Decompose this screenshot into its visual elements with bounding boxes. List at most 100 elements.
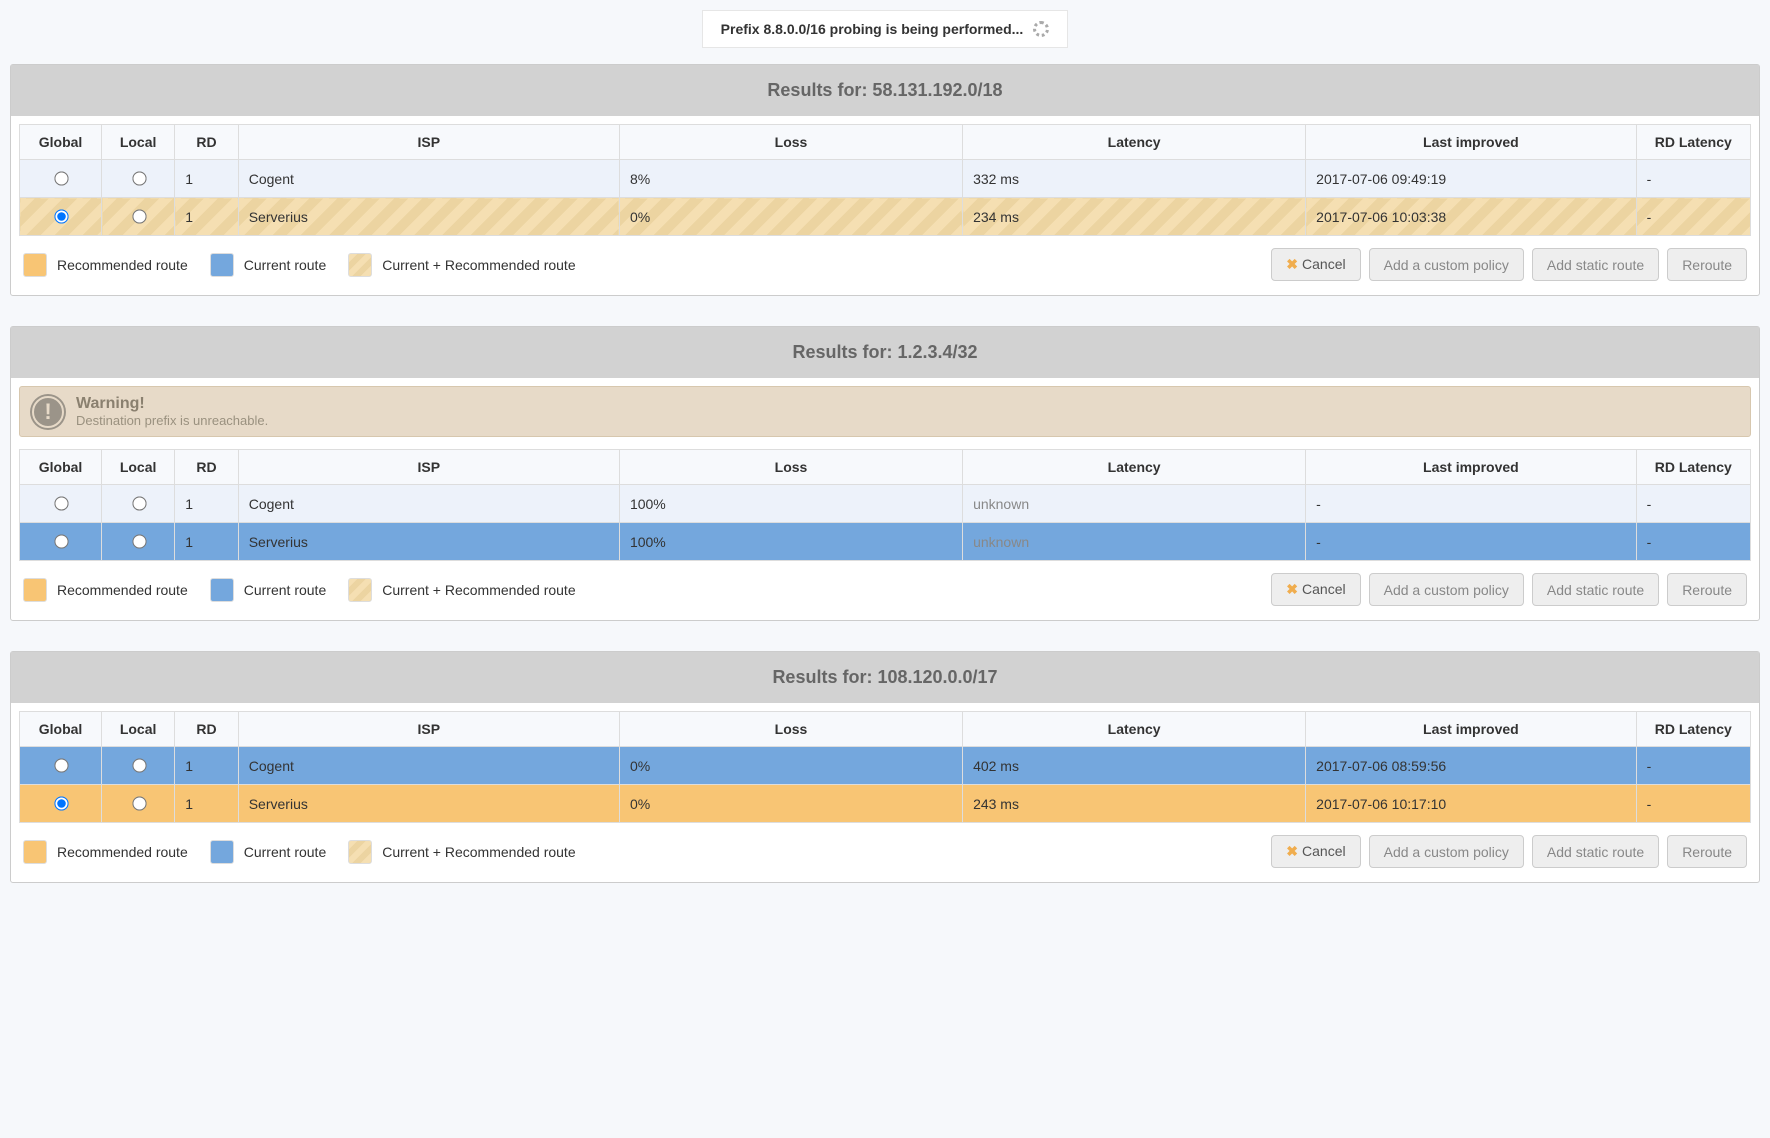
cell-rd: 1 bbox=[175, 485, 239, 523]
local-radio[interactable] bbox=[132, 171, 146, 185]
legend-current: Current route bbox=[210, 253, 326, 277]
th-rd-latency: RD Latency bbox=[1636, 712, 1750, 747]
th-loss: Loss bbox=[619, 450, 962, 485]
swatch-current-icon bbox=[210, 840, 234, 864]
close-icon: ✖ bbox=[1286, 843, 1298, 859]
add-static-route-button[interactable]: Add static route bbox=[1532, 248, 1659, 281]
cell-rd-latency: - bbox=[1636, 160, 1750, 198]
swatch-both-icon bbox=[348, 840, 372, 864]
local-radio[interactable] bbox=[132, 758, 146, 772]
th-rd-latency: RD Latency bbox=[1636, 450, 1750, 485]
button-group: ✖Cancel Add a custom policyAdd static rou… bbox=[1271, 573, 1747, 606]
close-icon: ✖ bbox=[1286, 256, 1298, 272]
cell-last-improved: - bbox=[1306, 485, 1636, 523]
th-last-improved: Last improved bbox=[1306, 450, 1636, 485]
cell-loss: 100% bbox=[619, 523, 962, 561]
cell-isp: Serverius bbox=[238, 198, 619, 236]
swatch-both-icon bbox=[348, 253, 372, 277]
th-global: Global bbox=[20, 712, 102, 747]
panel-footer: Recommended routeCurrent routeCurrent + … bbox=[19, 561, 1751, 612]
cell-rd-latency: - bbox=[1636, 523, 1750, 561]
panel-header: Results for: 1.2.3.4/32 bbox=[11, 327, 1759, 378]
table-row: 1Serverius0%234 ms2017-07-06 10:03:38- bbox=[20, 198, 1751, 236]
global-radio[interactable] bbox=[54, 496, 68, 510]
th-global: Global bbox=[20, 450, 102, 485]
th-rd: RD bbox=[175, 712, 239, 747]
legend-both: Current + Recommended route bbox=[348, 253, 575, 277]
cancel-button[interactable]: ✖Cancel bbox=[1271, 573, 1360, 606]
swatch-both-icon bbox=[348, 578, 372, 602]
cell-latency: 243 ms bbox=[963, 785, 1306, 823]
global-radio[interactable] bbox=[54, 534, 68, 548]
th-loss: Loss bbox=[619, 125, 962, 160]
reroute-button[interactable]: Reroute bbox=[1667, 573, 1747, 606]
legend-both: Current + Recommended route bbox=[348, 840, 575, 864]
th-latency: Latency bbox=[963, 712, 1306, 747]
th-local: Local bbox=[102, 712, 175, 747]
results-panel: Results for: 58.131.192.0/18GlobalLocalR… bbox=[10, 64, 1760, 296]
global-radio[interactable] bbox=[54, 171, 68, 185]
cell-rd: 1 bbox=[175, 747, 239, 785]
reroute-button[interactable]: Reroute bbox=[1667, 835, 1747, 868]
panel-header: Results for: 58.131.192.0/18 bbox=[11, 65, 1759, 116]
global-radio[interactable] bbox=[54, 796, 68, 810]
th-isp: ISP bbox=[238, 450, 619, 485]
cancel-button[interactable]: ✖Cancel bbox=[1271, 835, 1360, 868]
cell-rd-latency: - bbox=[1636, 747, 1750, 785]
add-static-route-button[interactable]: Add static route bbox=[1532, 573, 1659, 606]
th-rd-latency: RD Latency bbox=[1636, 125, 1750, 160]
results-table: GlobalLocalRDISPLossLatencyLast improved… bbox=[19, 711, 1751, 823]
panel-footer: Recommended routeCurrent routeCurrent + … bbox=[19, 236, 1751, 287]
legend: Recommended routeCurrent routeCurrent + … bbox=[23, 578, 576, 602]
th-rd: RD bbox=[175, 125, 239, 160]
results-panel: Results for: 108.120.0.0/17GlobalLocalRD… bbox=[10, 651, 1760, 883]
th-last-improved: Last improved bbox=[1306, 125, 1636, 160]
th-isp: ISP bbox=[238, 125, 619, 160]
cell-latency: 332 ms bbox=[963, 160, 1306, 198]
cell-isp: Serverius bbox=[238, 785, 619, 823]
swatch-current-icon bbox=[210, 578, 234, 602]
cell-last-improved: 2017-07-06 09:49:19 bbox=[1306, 160, 1636, 198]
local-radio[interactable] bbox=[132, 796, 146, 810]
th-local: Local bbox=[102, 450, 175, 485]
cell-loss: 0% bbox=[619, 785, 962, 823]
legend: Recommended routeCurrent routeCurrent + … bbox=[23, 840, 576, 864]
probe-banner-text: Prefix 8.8.0.0/16 probing is being perfo… bbox=[721, 21, 1024, 37]
add-policy-button[interactable]: Add a custom policy bbox=[1369, 248, 1524, 281]
swatch-current-icon bbox=[210, 253, 234, 277]
global-radio[interactable] bbox=[54, 209, 68, 223]
cell-isp: Cogent bbox=[238, 160, 619, 198]
th-last-improved: Last improved bbox=[1306, 712, 1636, 747]
th-rd: RD bbox=[175, 450, 239, 485]
spinner-icon bbox=[1033, 21, 1049, 37]
table-row: 1Cogent0%402 ms2017-07-06 08:59:56- bbox=[20, 747, 1751, 785]
cell-latency: unknown bbox=[963, 485, 1306, 523]
panel-body: !Warning!Destination prefix is unreachab… bbox=[11, 378, 1759, 620]
local-radio[interactable] bbox=[132, 496, 146, 510]
add-policy-button[interactable]: Add a custom policy bbox=[1369, 573, 1524, 606]
table-row: 1Cogent8%332 ms2017-07-06 09:49:19- bbox=[20, 160, 1751, 198]
cell-rd: 1 bbox=[175, 198, 239, 236]
reroute-button[interactable]: Reroute bbox=[1667, 248, 1747, 281]
th-latency: Latency bbox=[963, 125, 1306, 160]
cell-isp: Cogent bbox=[238, 747, 619, 785]
th-latency: Latency bbox=[963, 450, 1306, 485]
cell-rd: 1 bbox=[175, 523, 239, 561]
cell-last-improved: 2017-07-06 08:59:56 bbox=[1306, 747, 1636, 785]
th-isp: ISP bbox=[238, 712, 619, 747]
global-radio[interactable] bbox=[54, 758, 68, 772]
cell-rd-latency: - bbox=[1636, 198, 1750, 236]
local-radio[interactable] bbox=[132, 534, 146, 548]
add-static-route-button[interactable]: Add static route bbox=[1532, 835, 1659, 868]
add-policy-button[interactable]: Add a custom policy bbox=[1369, 835, 1524, 868]
legend-recommended: Recommended route bbox=[23, 840, 188, 864]
local-radio[interactable] bbox=[132, 209, 146, 223]
th-global: Global bbox=[20, 125, 102, 160]
th-local: Local bbox=[102, 125, 175, 160]
legend: Recommended routeCurrent routeCurrent + … bbox=[23, 253, 576, 277]
button-group: ✖Cancel Add a custom policyAdd static rou… bbox=[1271, 248, 1747, 281]
results-table: GlobalLocalRDISPLossLatencyLast improved… bbox=[19, 124, 1751, 236]
cell-loss: 100% bbox=[619, 485, 962, 523]
cell-last-improved: 2017-07-06 10:03:38 bbox=[1306, 198, 1636, 236]
cancel-button[interactable]: ✖Cancel bbox=[1271, 248, 1360, 281]
